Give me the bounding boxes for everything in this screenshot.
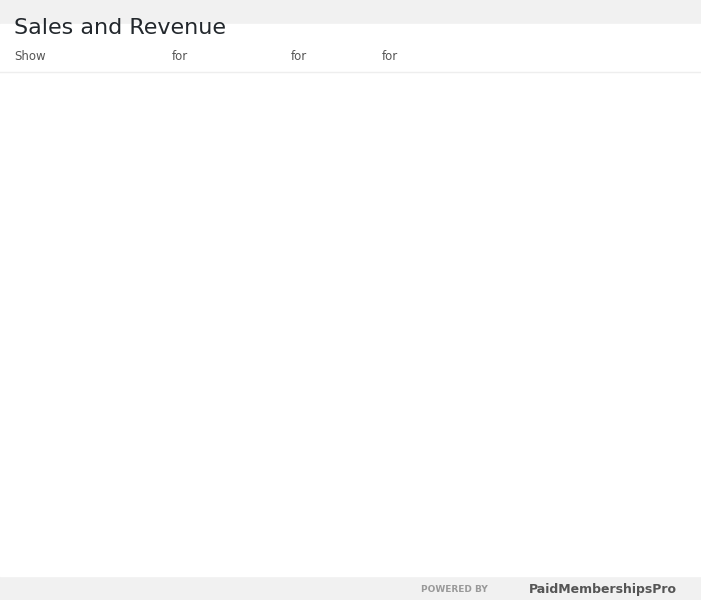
Text: Revenue: Revenue: [202, 52, 251, 61]
Bar: [427, 188, 456, 600]
Text: Monthly: Monthly: [79, 52, 124, 61]
Bar: [378, 406, 407, 600]
Bar: [475, 377, 505, 600]
Text: ▾: ▾: [271, 52, 275, 61]
Bar: [524, 406, 554, 600]
Legend: Revenue: Revenue: [566, 78, 660, 102]
Bar: [329, 404, 358, 600]
Text: ▾: ▾: [365, 52, 370, 61]
Text: for: for: [382, 50, 398, 64]
X-axis label: MONTH: MONTH: [339, 550, 397, 565]
Text: ▾: ▾: [148, 52, 153, 61]
Text: ▾: ▾: [536, 52, 541, 61]
Text: 2012: 2012: [318, 52, 346, 61]
Bar: [85, 372, 114, 600]
Text: Sales and Revenue: Sales and Revenue: [14, 18, 226, 38]
Text: Generate Report: Generate Report: [578, 52, 670, 61]
Text: for: for: [172, 50, 188, 64]
Bar: [573, 121, 602, 600]
Text: for: for: [291, 50, 307, 64]
Bar: [231, 411, 261, 600]
Text: Show: Show: [14, 50, 46, 64]
Text: PMPro Core: PMPro Core: [418, 52, 482, 61]
Bar: [280, 391, 309, 600]
Bar: [134, 365, 163, 600]
Text: PaidMembershipsPro: PaidMembershipsPro: [529, 583, 677, 596]
Bar: [622, 377, 651, 600]
Text: POWERED BY: POWERED BY: [421, 584, 487, 594]
Bar: [182, 374, 212, 600]
